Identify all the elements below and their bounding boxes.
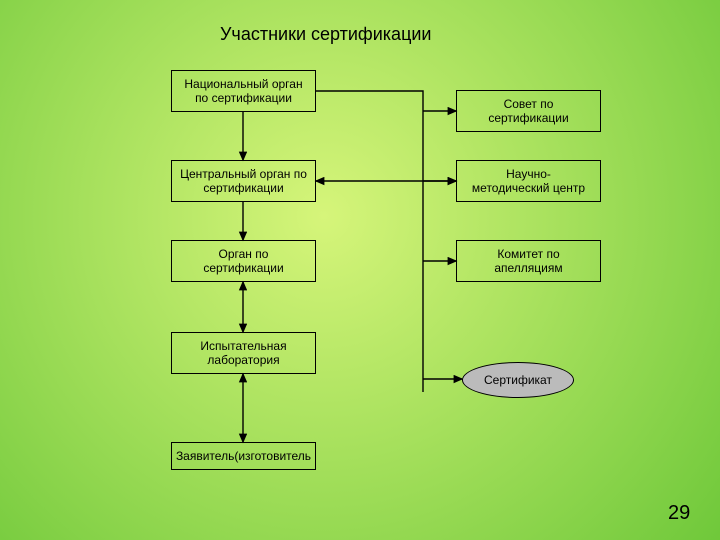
box-organ: Орган по сертификации <box>171 240 316 282</box>
box-central: Центральный орган по сертификации <box>171 160 316 202</box>
box-science: Научно- методический центр <box>456 160 601 202</box>
box-lab: Испытательная лаборатория <box>171 332 316 374</box>
page-title: Участники сертификации <box>220 24 431 45</box>
slide: Участники сертификации Национальный орга… <box>0 0 720 540</box>
box-council: Совет по сертификации <box>456 90 601 132</box>
box-national: Национальный орган по сертификации <box>171 70 316 112</box>
ellipse-certificate: Сертификат <box>462 362 574 398</box>
page-number: 29 <box>668 502 690 525</box>
box-applicant: Заявитель(изготовитель <box>171 442 316 470</box>
edges-layer <box>0 0 720 540</box>
box-committee: Комитет по апелляциям <box>456 240 601 282</box>
